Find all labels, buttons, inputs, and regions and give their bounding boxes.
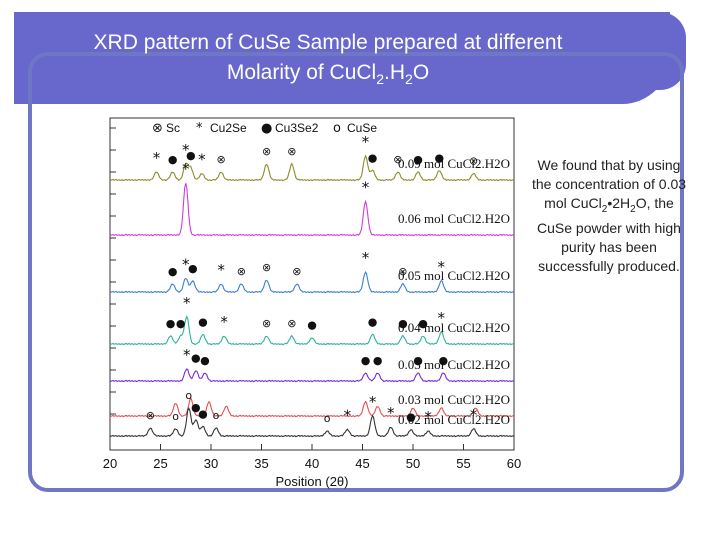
conclusion-text: We found that by using the concentration… xyxy=(531,157,687,274)
peak-marker: * xyxy=(182,255,190,273)
peak-marker: * xyxy=(387,404,395,422)
peak-marker: * xyxy=(182,141,190,159)
title-line-2: Molarity of CuCl2.H2O xyxy=(226,61,430,88)
x-tick-label: 50 xyxy=(406,456,420,471)
legend-marker: ● xyxy=(261,121,272,136)
peak-marker: ● xyxy=(188,262,198,275)
peak-marker: * xyxy=(182,160,190,178)
series-label: 0.03 mol CuCl2.H2O xyxy=(398,357,510,372)
peak-marker: ● xyxy=(191,352,201,365)
series-line xyxy=(109,314,515,346)
peak-marker: * xyxy=(183,294,191,312)
peak-marker: ● xyxy=(398,317,408,330)
series-label: 0.09 mol CuCl2.H2O xyxy=(398,156,510,171)
legend-label: CuSe xyxy=(347,121,377,135)
peak-marker: ● xyxy=(186,149,196,162)
x-tick-label: 45 xyxy=(355,456,369,471)
x-tick-label: 40 xyxy=(305,456,319,471)
series-line xyxy=(109,270,515,294)
peak-marker: * xyxy=(438,309,446,327)
peak-marker: ⊗ xyxy=(262,317,271,330)
series-label: 0.03 mol CuCl2.H2O xyxy=(398,392,510,407)
peak-marker: * xyxy=(344,407,352,425)
peak-marker: * xyxy=(217,261,225,279)
peak-marker: ● xyxy=(413,153,423,166)
series-label: 0.05 mol CuCl2.H2O xyxy=(398,268,510,283)
peak-marker: ● xyxy=(368,151,378,164)
peak-marker: * xyxy=(362,133,370,151)
peak-marker: ⊗ xyxy=(146,409,155,422)
series-line xyxy=(109,368,515,383)
peak-marker: ● xyxy=(373,354,383,367)
peak-marker: * xyxy=(369,393,377,411)
peak-marker: * xyxy=(424,408,432,426)
peak-marker: o xyxy=(324,412,331,425)
peak-marker: o xyxy=(213,409,220,422)
legend-marker: ⊗ xyxy=(152,121,163,136)
legend-label: Cu3Se2 xyxy=(275,121,319,135)
legend-label: Sc xyxy=(166,121,180,135)
peak-marker: ● xyxy=(191,401,201,414)
peak-marker: ⊗ xyxy=(287,317,296,330)
peak-marker: ⊗ xyxy=(469,155,478,168)
x-tick-label: 20 xyxy=(103,456,117,471)
peak-marker: ⊗ xyxy=(262,261,271,274)
peak-marker: ● xyxy=(434,151,444,164)
peak-marker: ● xyxy=(168,153,178,166)
peak-marker: ⊗ xyxy=(216,153,225,166)
peak-marker: ● xyxy=(198,315,208,328)
peak-marker: ⊗ xyxy=(287,145,296,158)
peak-marker: ● xyxy=(361,354,371,367)
series-label: 0.04 mol CuCl2.H2O xyxy=(398,320,510,335)
series-label: 0.02 mol CuCl2.H2O xyxy=(398,412,510,427)
peak-marker: * xyxy=(362,249,370,267)
peak-marker: * xyxy=(183,346,191,364)
peak-marker: * xyxy=(198,151,206,169)
peak-marker: * xyxy=(153,149,161,167)
title-banner xyxy=(14,12,686,104)
peak-marker: ⊗ xyxy=(393,153,402,166)
peak-marker: ● xyxy=(198,407,208,420)
peak-marker: ● xyxy=(200,354,210,367)
peak-marker: o xyxy=(185,389,192,402)
slide-frame xyxy=(28,52,684,492)
peak-marker: * xyxy=(438,258,446,276)
peak-marker: ⊗ xyxy=(262,145,271,158)
peak-marker: ● xyxy=(418,317,428,330)
peak-marker: * xyxy=(470,406,478,424)
peak-marker: ● xyxy=(413,354,423,367)
peak-marker: ● xyxy=(406,411,416,424)
peak-marker: ● xyxy=(368,315,378,328)
legend-marker: * xyxy=(196,121,203,136)
title-line-1: XRD pattern of CuSe Sample prepared at d… xyxy=(93,31,563,54)
series-label: 0.06 mol CuCl2.H2O xyxy=(398,211,510,226)
peak-marker: ⊗ xyxy=(292,265,301,278)
x-tick-label: 25 xyxy=(153,456,167,471)
peak-marker: ● xyxy=(168,265,178,278)
peak-marker: ● xyxy=(307,319,317,332)
peak-marker: o xyxy=(172,410,179,423)
x-tick-label: 35 xyxy=(254,456,268,471)
peak-marker: ● xyxy=(166,317,176,330)
series-line xyxy=(109,396,515,418)
x-tick-label: 55 xyxy=(456,456,470,471)
series-line xyxy=(109,407,515,438)
series-line xyxy=(109,154,515,182)
peak-marker: ⊗ xyxy=(237,265,246,278)
peak-marker: ⊗ xyxy=(398,265,407,278)
x-tick-label: 60 xyxy=(507,456,521,471)
peak-marker: ● xyxy=(438,354,448,367)
legend-label: Cu2Se xyxy=(210,121,247,135)
peak-marker: ● xyxy=(176,317,186,330)
legend-marker: o xyxy=(333,121,341,136)
peak-marker: * xyxy=(220,313,228,331)
plot-area xyxy=(109,117,515,451)
peak-marker: * xyxy=(362,178,370,196)
series-line xyxy=(109,183,515,237)
x-axis-label: Position (2θ) xyxy=(276,474,349,489)
slide-title: XRD pattern of CuSe Sample prepared at d… xyxy=(30,28,626,94)
x-tick-label: 30 xyxy=(204,456,218,471)
